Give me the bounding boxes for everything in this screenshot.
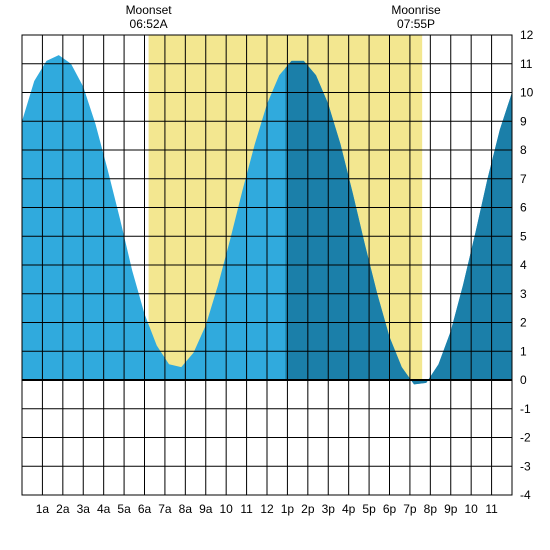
- x-axis-label: 1p: [281, 502, 295, 516]
- moonset-label: Moonset: [126, 3, 173, 17]
- x-axis-label: 7p: [403, 502, 417, 516]
- y-axis-label: 4: [520, 258, 527, 272]
- y-axis-label: 0: [520, 373, 527, 387]
- tide-chart: 1211109876543210-1-2-3-41a2a3a4a5a6a7a8a…: [0, 0, 550, 550]
- y-axis-label: 12: [520, 28, 534, 42]
- x-axis-label: 9p: [444, 502, 458, 516]
- y-axis-label: -1: [520, 402, 531, 416]
- x-axis-label: 10: [464, 502, 478, 516]
- y-axis-label: -2: [520, 431, 531, 445]
- y-axis-label: 3: [520, 287, 527, 301]
- x-axis-label: 2p: [301, 502, 315, 516]
- y-axis-label: 2: [520, 316, 527, 330]
- moonset-time: 06:52A: [130, 17, 168, 31]
- moonrise-label: Moonrise: [391, 3, 441, 17]
- x-axis-label: 2a: [56, 502, 70, 516]
- x-axis-label: 6p: [383, 502, 397, 516]
- x-axis-label: 7a: [158, 502, 172, 516]
- moonrise-time: 07:55P: [397, 17, 435, 31]
- y-axis-label: 6: [520, 201, 527, 215]
- y-axis-label: -4: [520, 488, 531, 502]
- y-axis-label: 5: [520, 229, 527, 243]
- x-axis-label: 10: [219, 502, 233, 516]
- x-axis-label: 6a: [138, 502, 152, 516]
- y-axis-label: -3: [520, 459, 531, 473]
- y-axis-label: 8: [520, 143, 527, 157]
- x-axis-label: 3p: [322, 502, 336, 516]
- x-axis-label: 3a: [77, 502, 91, 516]
- y-axis-label: 7: [520, 172, 527, 186]
- x-axis-label: 8a: [179, 502, 193, 516]
- y-axis-label: 11: [520, 57, 533, 71]
- x-axis-label: 8p: [424, 502, 438, 516]
- x-axis-label: 1a: [36, 502, 50, 516]
- x-axis-label: 5p: [362, 502, 376, 516]
- x-axis-label: 12: [260, 502, 274, 516]
- x-axis-label: 11: [240, 502, 253, 516]
- x-axis-label: 5a: [117, 502, 131, 516]
- x-axis-label: 4p: [342, 502, 356, 516]
- x-axis-label: 11: [485, 502, 498, 516]
- y-axis-label: 10: [520, 86, 534, 100]
- x-axis-label: 9a: [199, 502, 213, 516]
- y-axis-label: 1: [520, 344, 527, 358]
- x-axis-label: 4a: [97, 502, 111, 516]
- y-axis-label: 9: [520, 114, 527, 128]
